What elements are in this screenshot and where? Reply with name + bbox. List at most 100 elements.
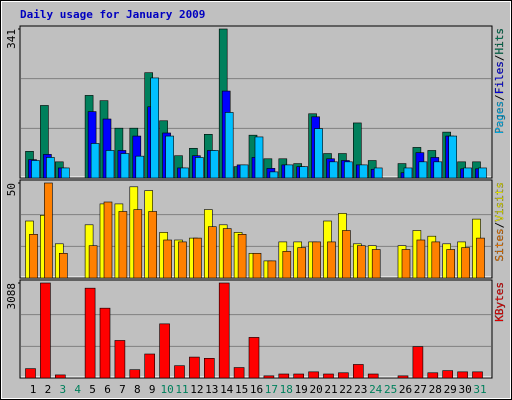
bar — [427, 372, 439, 379]
y-tick-label: 341 — [5, 29, 18, 49]
bar — [254, 136, 264, 179]
bar — [448, 135, 458, 179]
bar — [352, 364, 364, 379]
x-tick-label: 1 — [30, 383, 37, 396]
x-tick-label: 15 — [235, 383, 248, 396]
x-tick-label: 3 — [59, 383, 66, 396]
x-tick-label: 13 — [205, 383, 218, 396]
bar — [208, 226, 217, 279]
bar — [210, 150, 219, 179]
bar — [84, 287, 96, 379]
x-tick-label: 10 — [160, 383, 173, 396]
bar — [446, 249, 456, 279]
x-tick-label: 23 — [354, 383, 367, 396]
bar — [478, 167, 487, 179]
legend: Sites/Visits — [493, 182, 506, 262]
x-tick-label: 22 — [339, 383, 352, 396]
bar — [178, 241, 187, 279]
x-tick-label: 6 — [104, 383, 111, 396]
bar — [31, 160, 40, 179]
bar — [457, 371, 468, 379]
x-tick-label: 18 — [280, 383, 293, 396]
legend: Pages/Files/Hits — [493, 28, 506, 134]
bar — [278, 373, 290, 379]
bar — [150, 77, 159, 179]
bar — [329, 161, 338, 179]
bar — [218, 282, 230, 379]
bar — [416, 239, 426, 279]
x-tick-label: 30 — [458, 383, 471, 396]
bar — [144, 353, 155, 379]
bar — [58, 253, 68, 279]
bar — [431, 241, 441, 279]
bar — [239, 164, 249, 179]
bar — [367, 373, 379, 379]
bar — [118, 211, 128, 279]
legend-separator: / — [493, 55, 506, 62]
bar — [342, 230, 351, 279]
bar — [148, 211, 157, 279]
bar — [114, 340, 126, 379]
x-tick-label: 8 — [134, 383, 141, 396]
bar — [293, 373, 305, 379]
bar — [60, 167, 70, 179]
bar — [263, 375, 275, 379]
legend: KBytes — [493, 282, 506, 322]
bar — [133, 209, 143, 279]
bar — [269, 171, 279, 179]
legend-entry: Hits — [493, 28, 506, 55]
bar — [165, 135, 174, 179]
bar — [433, 161, 443, 179]
x-tick-label: 31 — [473, 383, 486, 396]
bar — [476, 237, 485, 279]
bar — [401, 249, 411, 279]
bar — [159, 323, 170, 379]
bar — [308, 371, 319, 379]
bar — [224, 112, 234, 179]
legend-separator: / — [493, 222, 506, 229]
x-tick-label: 28 — [429, 383, 442, 396]
legend-separator: / — [493, 94, 506, 101]
bar — [472, 371, 483, 379]
x-tick-label: 19 — [295, 383, 308, 396]
bar — [297, 247, 307, 279]
bar — [418, 161, 428, 179]
x-tick-label: 26 — [399, 383, 412, 396]
bar — [248, 337, 260, 379]
bar — [29, 234, 38, 279]
bar — [327, 241, 336, 279]
bar — [461, 247, 470, 279]
bar — [314, 128, 323, 179]
bar — [54, 374, 66, 379]
x-tick-label: 14 — [220, 383, 234, 396]
bar — [189, 356, 200, 379]
bar — [103, 201, 113, 279]
legend-entry: Sites — [493, 228, 506, 261]
bar — [284, 164, 294, 179]
bar — [312, 241, 321, 279]
bar — [397, 375, 409, 379]
x-tick-label: 21 — [324, 383, 337, 396]
bar — [358, 164, 368, 179]
x-tick-label: 5 — [89, 383, 96, 396]
bar — [40, 282, 51, 379]
bar — [46, 157, 55, 179]
bar — [90, 143, 100, 179]
bar — [252, 253, 262, 279]
bar — [323, 373, 334, 379]
bar — [193, 237, 202, 279]
x-tick-label: 16 — [250, 383, 263, 396]
x-tick-label: 7 — [119, 383, 126, 396]
x-tick-label: 12 — [190, 383, 203, 396]
chart-title: Daily usage for January 2009 — [20, 8, 205, 21]
bar — [373, 167, 383, 179]
bar — [237, 234, 247, 279]
bar — [356, 245, 366, 279]
bar — [180, 167, 189, 179]
bar — [120, 153, 130, 179]
bar — [222, 228, 232, 279]
x-tick-label: 29 — [444, 383, 457, 396]
legend-entry: Visits — [493, 182, 506, 222]
